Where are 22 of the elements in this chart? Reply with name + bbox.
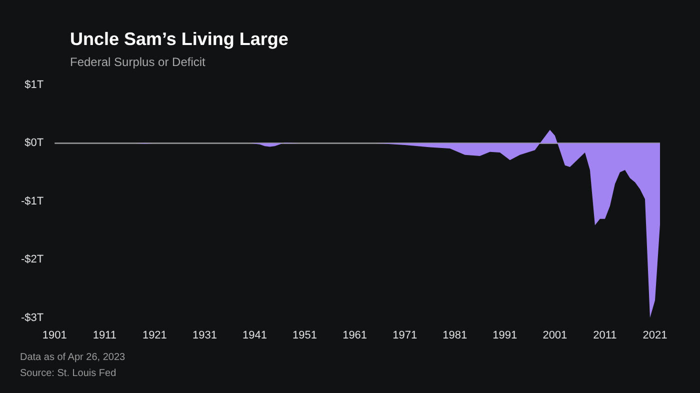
- x-tick-label: 1911: [92, 329, 116, 342]
- x-tick-label: 2011: [593, 329, 617, 342]
- y-tick-label: -$1T: [20, 195, 44, 208]
- chart-title: Uncle Sam’s Living Large: [70, 29, 288, 50]
- chart-subtitle: Federal Surplus or Deficit: [70, 55, 206, 69]
- y-tick-label: -$2T: [20, 254, 44, 266]
- source-note: Source: St. Louis Fed: [20, 367, 118, 381]
- x-tick-label: 2001: [542, 329, 568, 342]
- y-tick-label: $0T: [24, 137, 44, 150]
- x-tick-label: 1951: [292, 329, 318, 342]
- y-tick-label: $1T: [24, 79, 44, 92]
- x-tick-label: 1981: [442, 329, 468, 342]
- x-tick-label: 1921: [142, 329, 167, 342]
- y-tick-label: -$3T: [20, 312, 44, 324]
- text: Data as of Apr 26, 2023: [20, 351, 126, 365]
- x-tick-label: 1941: [242, 329, 267, 342]
- x-tick-label: 1991: [492, 329, 518, 342]
- x-tick-label: 1971: [392, 329, 418, 342]
- x-tick-label: 2021: [642, 329, 668, 342]
- x-tick-label: 1931: [192, 329, 217, 342]
- x-tick-label: 1961: [342, 329, 368, 342]
- x-tick-label: 1901: [42, 329, 67, 342]
